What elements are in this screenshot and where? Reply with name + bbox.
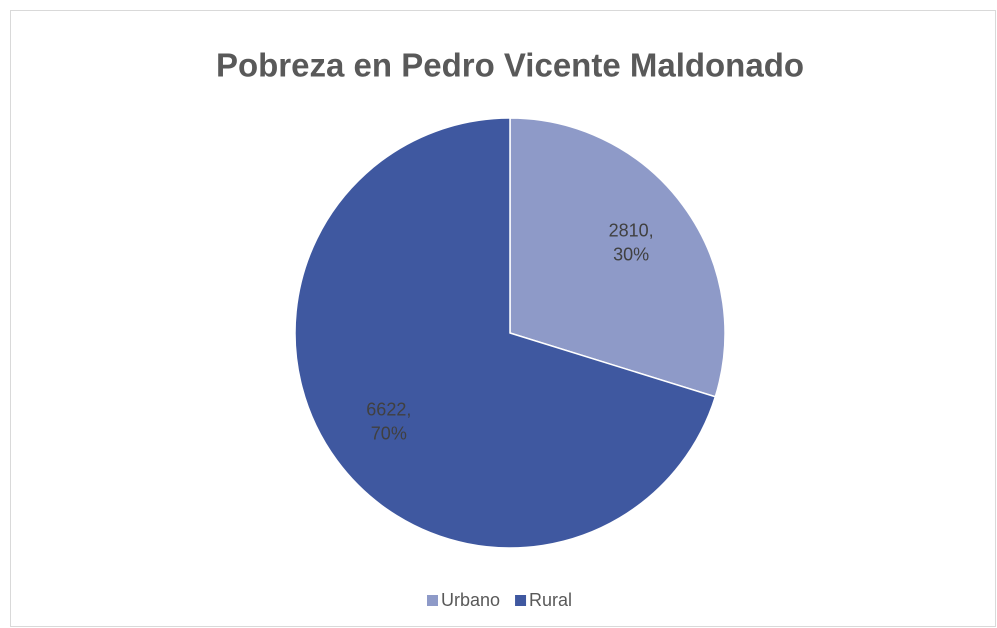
chart-title: Pobreza en Pedro Vicente Maldonado xyxy=(216,47,804,84)
legend-swatch xyxy=(515,595,527,606)
pie-slice xyxy=(509,117,726,398)
legend-label: Urbano xyxy=(441,590,500,610)
data-label: 2810, 30% xyxy=(609,220,654,264)
legend-swatch xyxy=(427,595,438,606)
data-label: 6622, 70% xyxy=(366,399,411,443)
legend-label: Rural xyxy=(529,590,572,610)
pie-slice xyxy=(294,117,717,549)
